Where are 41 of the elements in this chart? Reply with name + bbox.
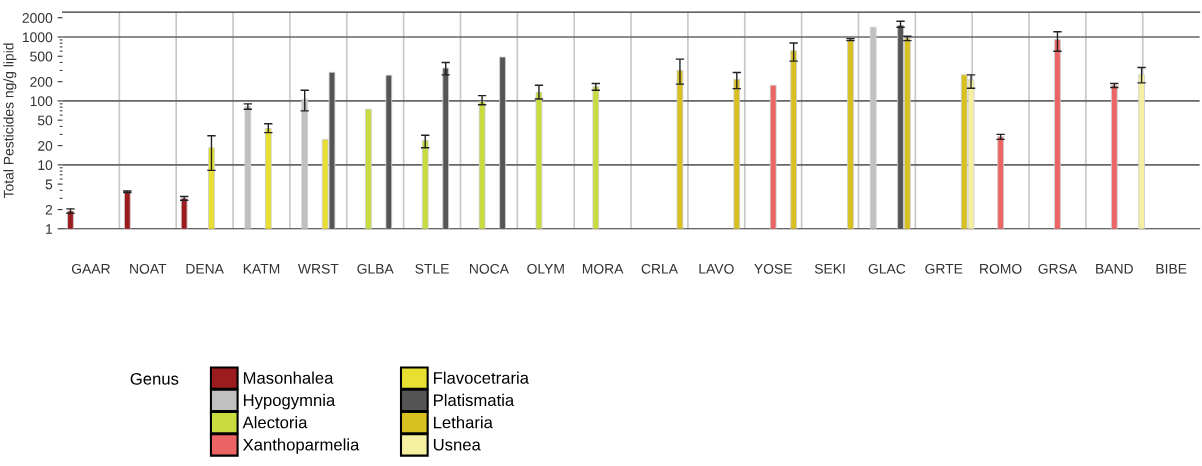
legend-label: Hypogymnia [243, 393, 336, 410]
y-tick-label: 20 [38, 140, 53, 151]
legend-label: Letharia [434, 416, 493, 429]
x-tick-label: YOSE [754, 263, 792, 274]
legend-label: Alectoria [242, 416, 308, 429]
y-tick-label: 200 [30, 77, 53, 87]
y-tick-label: 500 [30, 51, 53, 62]
y-tick-label: 2000 [22, 13, 53, 23]
y-tick-label: 50 [37, 115, 53, 126]
x-tick-label: WRST [297, 263, 339, 274]
x-tick-label: GLAC [868, 263, 906, 274]
y-tick-label: 1000 [22, 32, 53, 43]
legend-title: Genus [130, 372, 179, 385]
legend-label: Masonhalea [243, 371, 334, 384]
x-tick-label: MORA [582, 263, 624, 274]
x-tick-label: STLE [415, 263, 449, 274]
x-tick-label: ROMO [980, 263, 1022, 274]
x-tick-label: GAAR [71, 263, 110, 274]
x-tick-label: OLYM [527, 263, 564, 274]
y-tick-label: 2 [45, 204, 53, 215]
y-tick-label: 1 [46, 224, 53, 234]
x-tick-label: DENA [186, 264, 224, 274]
legend-label: Xanthoparmelia [242, 438, 360, 454]
y-tick-label: 5 [45, 179, 53, 190]
x-tick-label: BIBE [1156, 264, 1187, 274]
x-tick-label: NOAT [130, 263, 167, 274]
y-tick-label: 100 [30, 96, 53, 107]
x-tick-label: SEKI [814, 263, 845, 274]
x-tick-label: LAVO [699, 263, 734, 274]
legend-label: Platismatia [434, 393, 515, 407]
x-tick-label: GRTE [925, 263, 963, 274]
legend-label: Flavocetraria [434, 371, 529, 384]
y-tick-label: 10 [38, 160, 53, 171]
x-tick-label: KATM [243, 264, 280, 274]
y-axis-title: Total Pesticides ng/g lipid [3, 43, 17, 199]
x-tick-label: BAND [1096, 264, 1133, 274]
x-tick-label: CRLA [641, 263, 678, 274]
x-tick-label: GLBA [357, 263, 394, 274]
x-tick-label: NOCA [469, 263, 509, 274]
legend-label: Usnea [433, 438, 481, 451]
x-tick-label: GRSA [1038, 263, 1078, 274]
